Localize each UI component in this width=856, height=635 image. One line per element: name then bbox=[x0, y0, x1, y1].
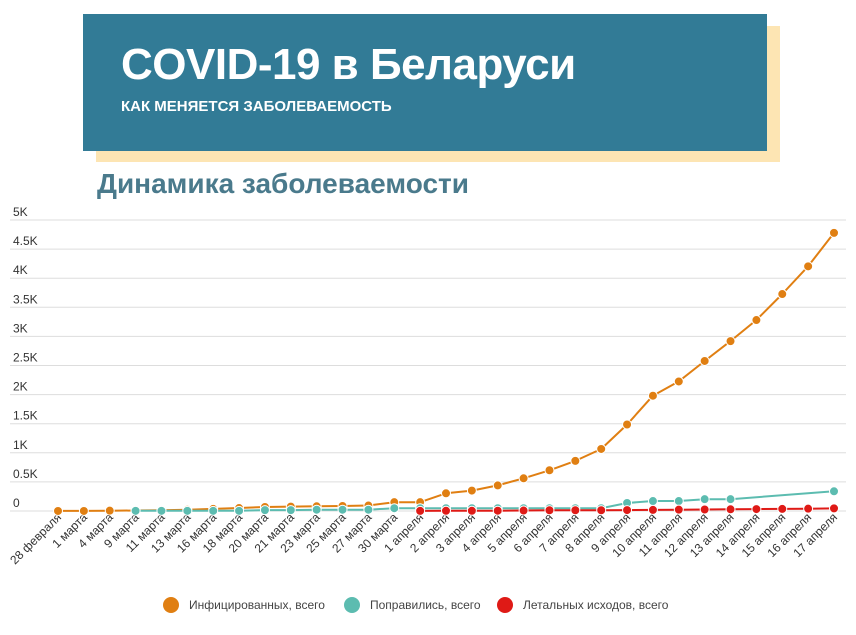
series-line-0 bbox=[58, 232, 835, 512]
data-point-0 bbox=[673, 376, 684, 387]
y-tick-label: 3.5K bbox=[13, 292, 38, 306]
data-point-2 bbox=[725, 504, 736, 515]
data-point-2 bbox=[441, 505, 451, 516]
y-tick-label: 2K bbox=[13, 380, 28, 394]
data-point-1 bbox=[829, 486, 839, 497]
legend-item-deaths: Летальных исходов, всего bbox=[497, 597, 668, 613]
data-point-0 bbox=[544, 465, 555, 476]
y-tick-label: 4K bbox=[13, 263, 28, 277]
data-point-1 bbox=[182, 505, 193, 516]
y-tick-label: 4.5K bbox=[13, 234, 38, 248]
legend-marker-infected bbox=[163, 597, 179, 613]
data-point-2 bbox=[803, 503, 814, 514]
data-point-2 bbox=[466, 505, 477, 516]
data-point-2 bbox=[673, 504, 684, 515]
data-point-1 bbox=[311, 504, 322, 515]
data-point-2 bbox=[751, 504, 762, 515]
legend-label-recovered: Поправились, всего bbox=[370, 598, 481, 612]
data-point-2 bbox=[829, 503, 839, 514]
legend-item-recovered: Поправились, всего bbox=[344, 597, 481, 613]
legend-label-deaths: Летальных исходов, всего bbox=[523, 598, 669, 612]
data-point-0 bbox=[803, 261, 814, 272]
data-point-0 bbox=[699, 355, 710, 366]
data-point-2 bbox=[596, 505, 607, 516]
data-point-1 bbox=[647, 496, 658, 507]
legend-marker-recovered bbox=[344, 597, 360, 613]
legend-item-infected: Инфицированных, всего bbox=[163, 597, 325, 613]
data-point-2 bbox=[622, 505, 633, 516]
data-point-0 bbox=[104, 505, 115, 516]
data-point-0 bbox=[622, 419, 633, 430]
page-title: COVID-19 в Беларуси bbox=[121, 40, 576, 89]
data-point-1 bbox=[285, 505, 296, 516]
legend-label-infected: Инфицированных, всего bbox=[189, 598, 325, 612]
y-tick-label: 5K bbox=[13, 205, 28, 219]
data-point-1 bbox=[673, 496, 684, 507]
y-tick-label: 0.5K bbox=[13, 467, 38, 481]
data-point-0 bbox=[466, 485, 477, 496]
data-point-0 bbox=[596, 443, 607, 454]
y-tick-label: 1K bbox=[13, 438, 28, 452]
chart-legend: Инфицированных, всего Поправились, всего… bbox=[0, 597, 856, 617]
y-tick-label: 2.5K bbox=[13, 351, 38, 365]
data-point-0 bbox=[647, 390, 658, 401]
chart-title: Динамика заболеваемости bbox=[97, 168, 469, 199]
data-point-0 bbox=[78, 505, 89, 516]
y-tick-label: 1.5K bbox=[13, 409, 38, 423]
data-point-0 bbox=[570, 455, 581, 466]
page-subtitle: КАК МЕНЯЕТСЯ ЗАБОЛЕВАЕМОСТЬ bbox=[121, 98, 392, 115]
data-point-1 bbox=[156, 505, 167, 516]
data-point-1 bbox=[208, 505, 219, 516]
data-point-2 bbox=[647, 504, 658, 515]
data-point-2 bbox=[777, 503, 788, 514]
y-tick-label: 3K bbox=[13, 321, 28, 335]
data-point-0 bbox=[492, 480, 503, 491]
data-point-0 bbox=[751, 315, 762, 326]
data-point-2 bbox=[415, 505, 426, 516]
data-point-2 bbox=[518, 505, 529, 516]
header-banner: COVID-19 в Беларуси КАК МЕНЯЕТСЯ ЗАБОЛЕВ… bbox=[83, 14, 767, 151]
data-point-0 bbox=[441, 488, 451, 499]
data-point-2 bbox=[544, 505, 555, 516]
data-point-0 bbox=[518, 473, 529, 484]
data-point-2 bbox=[492, 505, 503, 516]
data-point-1 bbox=[363, 504, 374, 515]
data-point-1 bbox=[259, 505, 270, 516]
data-point-1 bbox=[337, 504, 348, 515]
y-tick-label: 0 bbox=[13, 496, 20, 510]
data-point-0 bbox=[53, 505, 63, 516]
data-point-0 bbox=[777, 289, 788, 300]
data-point-1 bbox=[725, 494, 736, 505]
data-point-1 bbox=[699, 494, 710, 505]
data-point-1 bbox=[130, 505, 141, 516]
data-point-2 bbox=[570, 505, 581, 516]
data-point-1 bbox=[234, 505, 245, 516]
data-point-0 bbox=[725, 336, 736, 347]
data-point-1 bbox=[389, 503, 400, 514]
legend-marker-deaths bbox=[497, 597, 513, 613]
data-point-2 bbox=[699, 504, 710, 515]
data-point-0 bbox=[829, 227, 839, 238]
